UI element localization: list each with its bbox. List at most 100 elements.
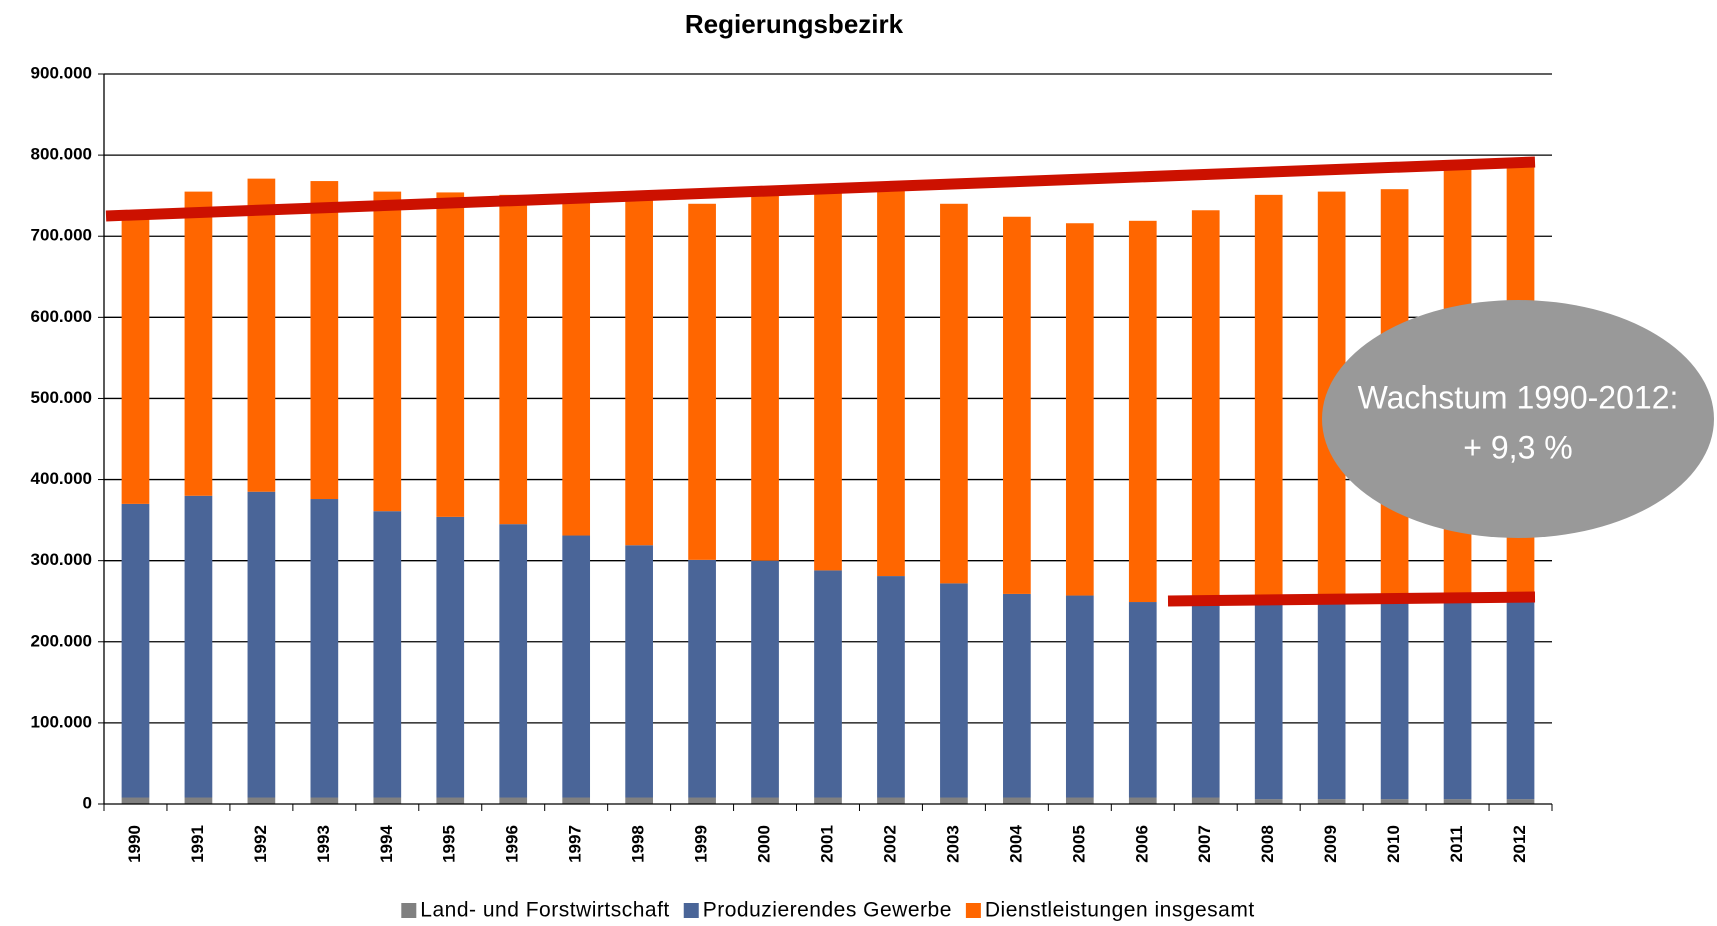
y-tick-label: 400.000 (31, 469, 92, 488)
x-tick-label: 2010 (1384, 825, 1403, 863)
y-tick-label: 600.000 (31, 307, 92, 326)
bar-segment (625, 797, 653, 804)
bar-segment (1003, 216, 1031, 594)
y-tick-label: 300.000 (31, 550, 92, 569)
annotation-text: + 9,3 % (1463, 429, 1572, 465)
bar-segment (184, 191, 213, 496)
x-tick-label: 1993 (314, 825, 333, 863)
bar-segment (1443, 799, 1472, 804)
legend: Land- und Forstwirtschaft Produzierendes … (401, 899, 1254, 922)
bar-segment (373, 511, 402, 798)
bar-segment (1380, 602, 1409, 800)
bar-segment (688, 559, 716, 798)
x-tick-label: 2007 (1195, 825, 1214, 863)
bar-segment (121, 215, 150, 504)
bar-segment (436, 192, 465, 517)
bar-segment (1128, 220, 1157, 603)
legend-label: Produzierendes Gewerbe (703, 899, 952, 922)
bar-segment (373, 191, 402, 512)
bar-segment (1506, 601, 1535, 800)
annotation-text: Wachstum 1990-2012: (1358, 379, 1679, 415)
bar-segment (1254, 604, 1283, 800)
bar-segment (814, 797, 842, 804)
bar-segment (436, 516, 465, 798)
bar-segment (310, 499, 339, 798)
legend-label: Land- und Forstwirtschaft (420, 899, 669, 922)
bar-segment (310, 181, 339, 500)
x-tick-label: 1996 (503, 825, 522, 863)
legend-swatch (965, 903, 981, 918)
x-tick-label: 1992 (251, 825, 270, 863)
bar-segment (814, 185, 842, 571)
bar-segment (121, 797, 150, 804)
y-tick-label: 800.000 (31, 145, 92, 164)
x-tick-label: 1995 (440, 825, 459, 863)
x-tick-label: 1990 (125, 825, 144, 863)
bar-segment (1254, 799, 1283, 804)
x-tick-label: 1994 (377, 825, 396, 863)
bar-segment (940, 203, 968, 584)
bar-segment (310, 797, 339, 804)
y-tick-label: 500.000 (31, 388, 92, 407)
bar-segment (184, 797, 213, 804)
x-tick-label: 1991 (188, 825, 207, 863)
x-tick-label: 2005 (1069, 825, 1088, 863)
bar-segment (499, 524, 528, 798)
bar-segment (1003, 797, 1031, 804)
bar-segment (436, 797, 465, 804)
y-tick-label: 200.000 (31, 631, 92, 650)
x-tick-label: 2012 (1510, 825, 1529, 863)
bar-segment (1317, 603, 1346, 800)
bar-segment (625, 199, 653, 546)
bar-segment (751, 560, 779, 798)
annotation-bubble (1322, 300, 1714, 538)
x-tick-label: 2006 (1132, 825, 1151, 863)
x-tick-label: 2009 (1321, 825, 1340, 863)
bar-segment (877, 797, 905, 804)
bar-segment (1443, 602, 1472, 800)
bar-segment (940, 797, 968, 804)
x-tick-label: 2001 (817, 825, 836, 863)
bar-segment (1128, 602, 1157, 798)
bar-segment (1380, 799, 1409, 804)
bar-segment (499, 797, 528, 804)
x-tick-label: 2000 (755, 825, 774, 863)
bar-segment (247, 178, 276, 492)
bar-segment (562, 198, 591, 536)
y-tick-label: 100.000 (31, 712, 92, 731)
bar-segment (1191, 797, 1220, 804)
legend-swatch (683, 903, 699, 918)
y-tick-label: 700.000 (31, 226, 92, 245)
bar-segment (1191, 605, 1220, 798)
bar-segment (247, 797, 276, 804)
x-tick-label: 2002 (880, 825, 899, 863)
y-tick-label: 0 (83, 793, 92, 812)
legend-label: Dienstleistungen insgesamt (985, 899, 1255, 922)
trend-line (105, 156, 1536, 222)
bar-segment (814, 570, 842, 798)
bar-segment (1065, 223, 1094, 596)
x-tick-label: 1997 (566, 825, 585, 863)
bar-segment (373, 797, 402, 804)
bar-segment (1506, 799, 1535, 804)
bar-segment (1191, 210, 1220, 606)
bar-segment (184, 495, 213, 798)
bar-segment (688, 797, 716, 804)
bar-segment (247, 491, 276, 798)
bar-segment (751, 189, 779, 561)
bar-segment (499, 194, 528, 525)
bar-segment (877, 183, 905, 577)
x-tick-label: 1999 (692, 825, 711, 863)
bar-segment (1065, 595, 1094, 798)
bar-segment (1065, 797, 1094, 804)
x-tick-label: 2003 (943, 825, 962, 863)
bar-segment (562, 797, 591, 804)
bar-segment (121, 503, 150, 798)
bar-segment (1317, 799, 1346, 804)
bar-segment (940, 583, 968, 798)
x-tick-label: 2011 (1447, 826, 1466, 863)
x-tick-label: 1998 (629, 825, 648, 863)
bar-segment (1254, 194, 1283, 605)
x-tick-label: 2004 (1006, 825, 1025, 863)
